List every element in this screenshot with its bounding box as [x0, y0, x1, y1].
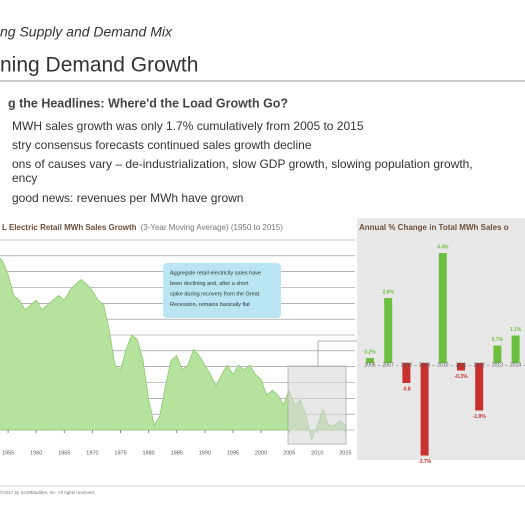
chart-subtitle: (3-Year Moving Average) (1950 to 2015)	[141, 223, 284, 232]
separator: –	[523, 362, 525, 368]
separator: –	[469, 362, 472, 368]
category-label: 2014	[510, 362, 521, 368]
value-label: 2.6%	[382, 289, 394, 295]
bar	[475, 363, 484, 411]
category-label: 2012	[474, 362, 485, 368]
bar	[384, 298, 393, 363]
x-tick-label: 1960	[30, 450, 42, 456]
heading: g the Headlines: Where'd the Load Growth…	[8, 96, 288, 110]
slide-title: ning Demand Growth	[0, 54, 198, 77]
x-tick-label: 1980	[143, 450, 155, 456]
section-title: ng Supply and Demand Mix	[0, 24, 173, 40]
connector	[317, 340, 357, 366]
separator: –	[487, 362, 490, 368]
x-tick-label: 1970	[86, 450, 98, 456]
category-label: 2010	[437, 362, 448, 368]
chart-title: Annual % Change in Total MWh Sales o	[359, 223, 509, 232]
category-label: 2013	[492, 362, 503, 368]
x-tick-label: 1990	[199, 450, 211, 456]
value-label: -1.9%	[473, 414, 487, 420]
category-label: 2008	[401, 362, 412, 368]
chart-title: L Electric Retail MWh Sales Growth	[2, 223, 137, 232]
x-tick-label: 2005	[283, 450, 295, 456]
callout-text: Recession, remains basically flat	[170, 302, 250, 308]
bullet: stry consensus forecasts continued sales…	[12, 138, 312, 152]
separator: –	[505, 362, 508, 368]
value-label: 0.7%	[492, 337, 504, 343]
x-tick-label: 1975	[114, 450, 126, 456]
category-label: 2009	[419, 362, 430, 368]
callout-text: been declining and, after a short	[170, 281, 249, 287]
callout	[163, 263, 281, 318]
bar	[457, 363, 465, 371]
value-label: 1.1%	[510, 327, 522, 333]
x-tick-label: 1965	[58, 450, 70, 456]
x-tick-label: 1985	[171, 450, 183, 456]
separator: –	[451, 362, 454, 368]
value-label: -0.8	[402, 386, 411, 392]
footer: ©2017 by ScottMadden, Inc. All rights re…	[0, 489, 95, 495]
x-tick-label: 1995	[227, 450, 239, 456]
bar	[493, 345, 502, 363]
bar	[366, 358, 374, 363]
category-label: 2011	[456, 362, 467, 368]
bullet: good news: revenues per MWh have grown	[12, 191, 243, 205]
bar	[402, 363, 411, 383]
callout-text: spike during recovery from the Great	[170, 291, 260, 297]
bar	[511, 335, 520, 363]
bullet: ons of causes vary – de-industrializatio…	[12, 157, 473, 171]
category-label: 2007	[383, 362, 394, 368]
value-label: 0.2%	[364, 349, 376, 355]
bullet: MWH sales growth was only 1.7% cumulativ…	[12, 119, 364, 133]
bar	[420, 363, 429, 456]
value-label: -0.3%	[454, 374, 468, 380]
category-label: 2006	[364, 362, 375, 368]
x-tick-label: 1955	[2, 450, 14, 456]
x-tick-label: 2015	[339, 450, 351, 456]
bullet: ency	[12, 171, 37, 185]
x-tick-label: 2000	[255, 450, 267, 456]
separator: –	[432, 362, 435, 368]
value-label: 4.4%	[437, 244, 449, 250]
highlight-box	[287, 365, 347, 445]
value-label: -3.7%	[418, 459, 432, 465]
separator: –	[414, 362, 417, 368]
x-tick-label: 2010	[311, 450, 323, 456]
bar	[438, 253, 447, 363]
separator: –	[396, 362, 399, 368]
callout-text: Aggregate retail electricity sales have	[170, 270, 261, 276]
separator: –	[378, 362, 381, 368]
